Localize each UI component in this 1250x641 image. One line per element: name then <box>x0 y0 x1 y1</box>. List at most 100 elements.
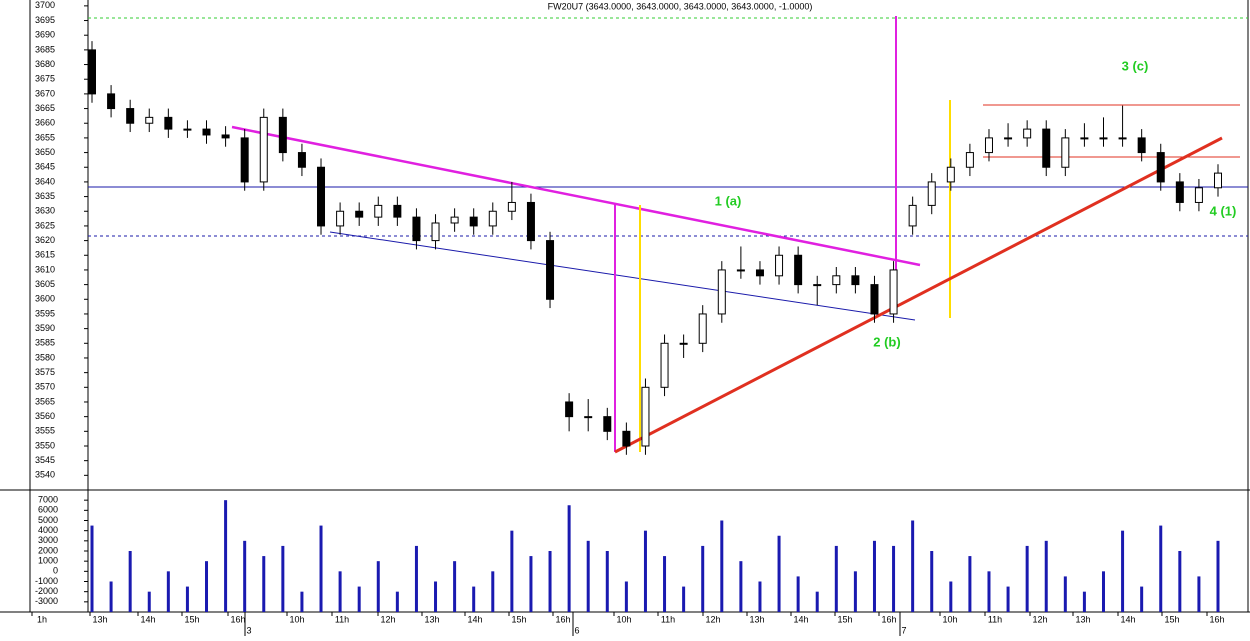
candle-body <box>336 210 345 227</box>
candle-body <box>1137 137 1146 154</box>
x-tick-label: 14h <box>140 614 155 624</box>
y-tick-label: 3540 <box>35 470 55 480</box>
candle-body <box>1042 128 1051 168</box>
candle-body <box>355 210 364 218</box>
volume-bar <box>90 525 94 612</box>
volume-bar <box>968 556 972 612</box>
day-label: 3 <box>246 625 251 635</box>
annotation: 1 (a) <box>715 193 742 208</box>
y-tick-label: -2000 <box>35 586 58 596</box>
candle-body <box>927 181 936 206</box>
volume-bar <box>357 586 361 612</box>
y-tick-label: 3690 <box>35 30 55 40</box>
volume-bar <box>720 520 724 612</box>
y-tick-label: 3610 <box>35 264 55 274</box>
candle-body <box>164 116 173 130</box>
x-tick-label: 10h <box>289 614 304 624</box>
y-tick-label: 2000 <box>38 545 58 555</box>
candle-body <box>832 275 841 286</box>
candle-body <box>584 416 593 419</box>
y-tick-label: 0 <box>53 566 58 576</box>
volume-bar <box>853 571 857 612</box>
volume-bar <box>147 591 151 612</box>
volume-bar <box>605 551 609 612</box>
y-tick-label: 3695 <box>35 15 55 25</box>
x-tick-label: 11h <box>335 614 349 624</box>
volume-bar <box>872 540 876 612</box>
y-tick-label: 3655 <box>35 132 55 142</box>
x-tick-label: 11h <box>661 614 675 624</box>
x-tick-label: 16h <box>230 614 245 624</box>
y-tick-label: 3605 <box>35 279 55 289</box>
volume-bar <box>643 530 647 612</box>
x-tick-label: 11h <box>988 614 1002 624</box>
y-tick-label: 3565 <box>35 396 55 406</box>
volume-bar <box>128 551 132 612</box>
candle-body <box>412 216 421 242</box>
annotation: 2 (b) <box>873 334 900 349</box>
candle-body <box>183 128 192 131</box>
candle-body <box>717 269 726 315</box>
candle-body <box>202 128 211 136</box>
y-tick-label: 3680 <box>35 59 55 69</box>
candle-body <box>889 269 898 315</box>
x-tick-label: 16h <box>881 614 896 624</box>
volume-bar <box>777 535 781 612</box>
volume-bar <box>529 556 533 612</box>
candle-body <box>469 216 478 227</box>
x-tick-label: 16h <box>1209 614 1224 624</box>
y-tick-label: 3670 <box>35 88 55 98</box>
x-tick-label: 12h <box>380 614 395 624</box>
candle-body <box>259 116 268 183</box>
x-tick-label: 14h <box>793 614 808 624</box>
candle-body <box>126 108 135 124</box>
y-tick-label: 7000 <box>38 495 58 505</box>
x-tick-label: 15h <box>1164 614 1179 624</box>
candle-body <box>1061 137 1070 168</box>
candle-body <box>622 430 631 447</box>
candle-body <box>660 342 669 388</box>
candle-body <box>374 204 383 218</box>
volume-bar <box>911 520 915 612</box>
y-tick-label: 3685 <box>35 44 55 54</box>
volume-bar <box>395 591 399 612</box>
candle-body <box>317 166 326 227</box>
trend-line <box>231 125 921 267</box>
annotation: 3 (c) <box>1122 58 1149 73</box>
candle-body <box>1156 152 1165 183</box>
day-label: 6 <box>574 625 579 635</box>
candle-body <box>679 342 688 345</box>
candle-body <box>755 269 764 277</box>
candle-body <box>1004 137 1013 140</box>
volume-bar <box>567 505 571 612</box>
y-tick-label: 3545 <box>35 455 55 465</box>
volume-bar <box>510 530 514 612</box>
x-tick-label: 13h <box>1075 614 1090 624</box>
y-tick-label: 6000 <box>38 505 58 515</box>
volume-bar <box>300 591 304 612</box>
candle-body <box>698 313 707 344</box>
candle-body <box>88 49 96 95</box>
y-tick-label: 3625 <box>35 220 55 230</box>
y-tick-label: 3000 <box>38 535 58 545</box>
day-label: 7 <box>901 625 906 635</box>
volume-bar <box>701 545 705 612</box>
x-tick-label: 13h <box>424 614 439 624</box>
y-tick-label: 5000 <box>38 515 58 525</box>
x-tick-label: 10h <box>942 614 957 624</box>
volume-bar <box>414 545 418 612</box>
volume-bar <box>586 540 590 612</box>
candle-body <box>813 284 822 287</box>
y-tick-label: 1000 <box>38 556 58 566</box>
candle-body <box>1023 128 1032 139</box>
candle-body <box>565 401 574 418</box>
candle-body <box>1080 137 1089 140</box>
volume-bar <box>1082 591 1086 612</box>
volume-bar <box>1063 576 1067 612</box>
volume-bar <box>338 571 342 612</box>
candle-body <box>240 137 249 183</box>
volume-bar <box>224 500 228 612</box>
candle-body <box>965 152 974 168</box>
candle-body <box>984 137 993 154</box>
y-tick-label: 3635 <box>35 191 55 201</box>
